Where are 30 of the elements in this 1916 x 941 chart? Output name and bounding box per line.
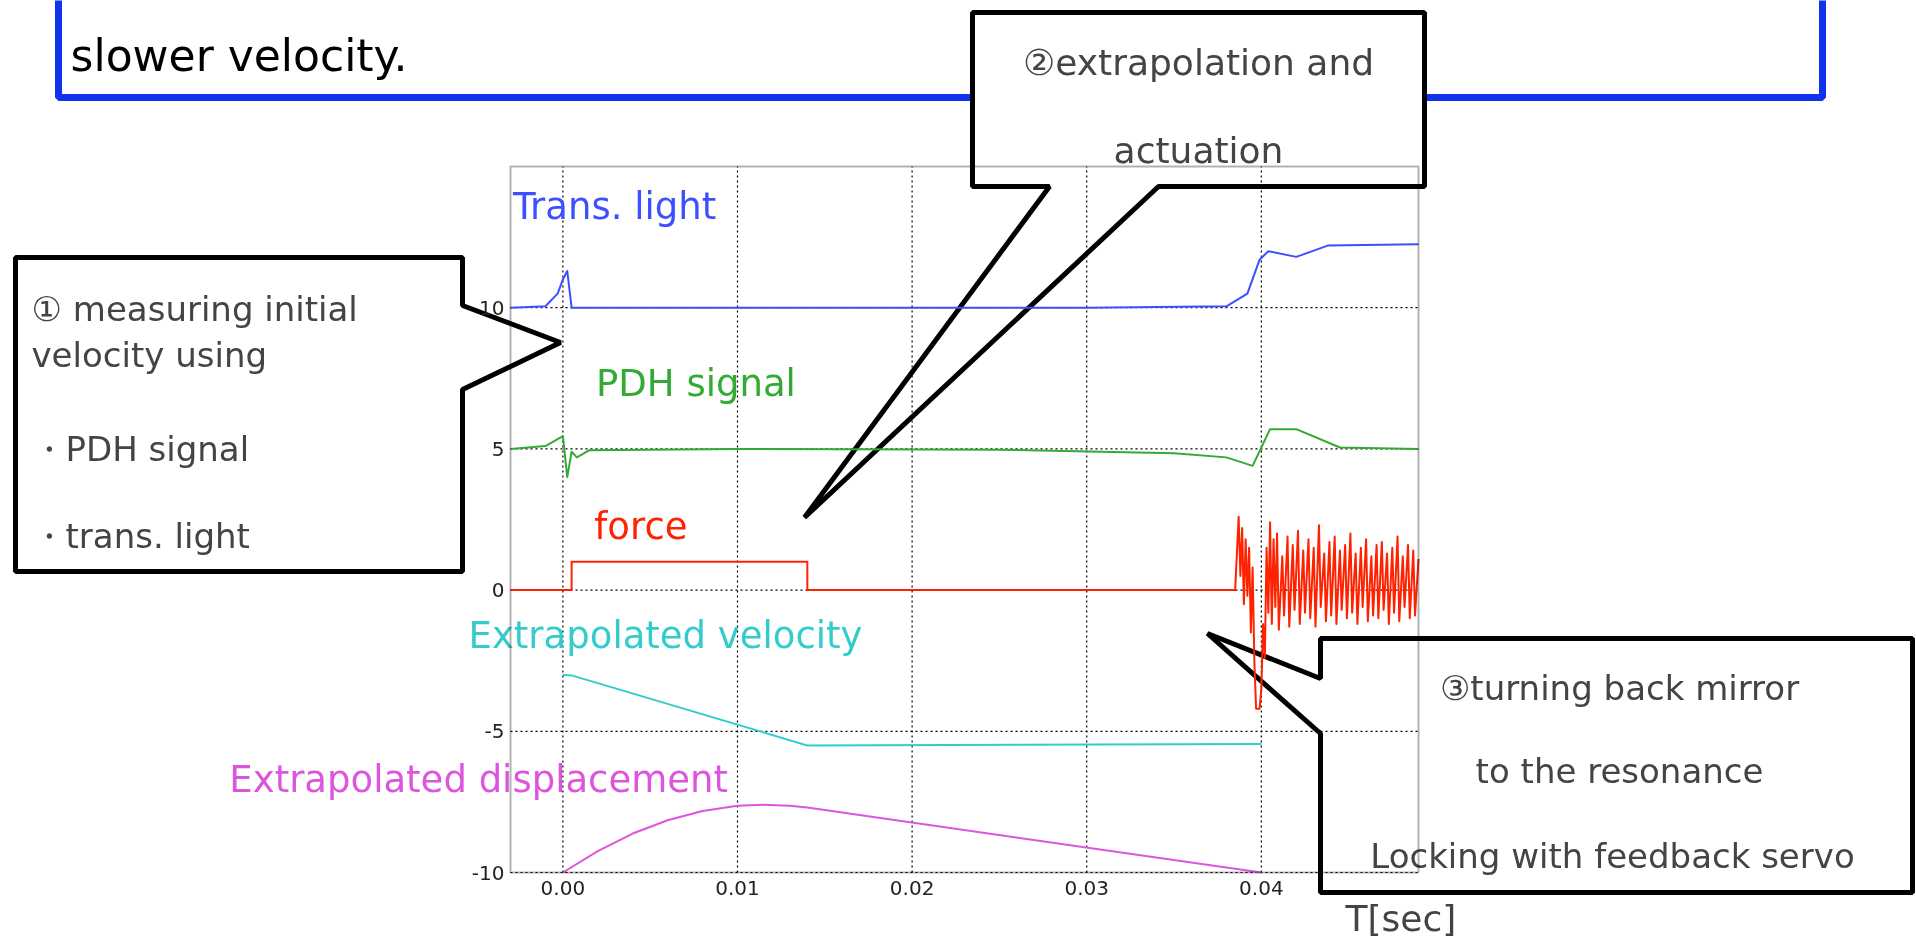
x-tick-label: 0.03 <box>1064 875 1109 900</box>
text: slower velocity. <box>70 30 408 81</box>
text: ・PDH signal <box>31 428 250 469</box>
x-tick-label: 0.04 <box>1239 875 1284 900</box>
x-axis-title: T[sec] <box>1344 898 1457 939</box>
y-tick-label: 5 <box>491 436 505 461</box>
line-series <box>509 243 1420 309</box>
x-tick-label: 0.02 <box>889 875 935 900</box>
series-label: Trans. light <box>511 184 717 228</box>
line-series <box>561 803 1263 874</box>
annotation: actuation <box>1113 130 1284 171</box>
annotation: Locking with feedback servo <box>1370 835 1855 876</box>
y-tick-label: -5 <box>484 719 505 744</box>
line-series <box>561 673 1263 747</box>
line-series <box>509 428 1420 479</box>
text: ・trans. light <box>31 515 250 556</box>
series-label: Extrapolated displacement <box>229 757 728 801</box>
y-tick-label: 0 <box>491 578 505 603</box>
text: ① measuring initial <box>31 288 358 329</box>
series-label: force <box>594 505 688 549</box>
text: ③turning back mirror <box>1439 667 1800 708</box>
text: velocity using <box>31 334 268 375</box>
y-tick-label: 10 <box>479 295 505 320</box>
series-label: Extrapolated velocity <box>468 613 863 657</box>
x-tick-label: 0.01 <box>715 875 760 900</box>
text: to the resonance <box>1475 750 1764 791</box>
x-tick-label: 0.00 <box>540 875 586 900</box>
y-tick-label: -10 <box>471 860 505 885</box>
text: ②extrapolation and <box>1022 42 1375 83</box>
series-label: PDH signal <box>596 362 796 406</box>
